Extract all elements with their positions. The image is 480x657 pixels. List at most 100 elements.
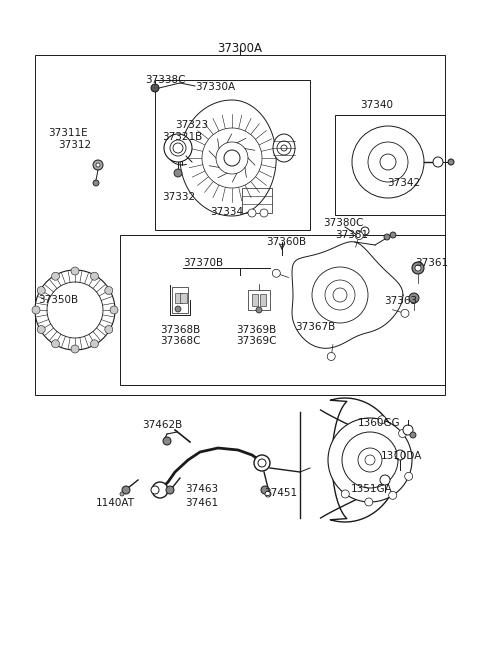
Ellipse shape: [170, 140, 186, 156]
Text: 37350B: 37350B: [38, 295, 78, 305]
Circle shape: [395, 450, 405, 460]
Circle shape: [91, 272, 98, 281]
Bar: [248, 290, 270, 310]
Circle shape: [281, 145, 287, 151]
Circle shape: [409, 293, 419, 303]
Circle shape: [328, 418, 412, 502]
Bar: [260, 294, 266, 306]
Text: 37361: 37361: [415, 258, 448, 268]
Circle shape: [91, 340, 98, 348]
Circle shape: [378, 416, 386, 424]
Text: 37381: 37381: [335, 230, 368, 240]
Text: 37340: 37340: [360, 100, 393, 110]
Text: 37311E: 37311E: [48, 128, 88, 138]
Circle shape: [265, 491, 271, 497]
Circle shape: [152, 482, 168, 498]
Bar: [335, 115, 445, 215]
Circle shape: [110, 306, 118, 314]
Text: 37300A: 37300A: [217, 42, 263, 55]
Circle shape: [175, 306, 181, 312]
Text: 37451: 37451: [264, 488, 297, 498]
Circle shape: [327, 353, 335, 361]
Circle shape: [380, 154, 396, 170]
Bar: [120, 235, 445, 385]
Circle shape: [93, 180, 99, 186]
Bar: [252, 294, 258, 306]
Text: 37363: 37363: [384, 296, 417, 306]
Text: 37368C: 37368C: [160, 336, 201, 346]
Circle shape: [448, 159, 454, 165]
Circle shape: [254, 455, 270, 471]
Text: 37461: 37461: [185, 498, 218, 508]
Bar: [242, 188, 272, 213]
Circle shape: [35, 270, 115, 350]
Circle shape: [365, 498, 373, 506]
Text: 37323: 37323: [175, 120, 208, 130]
Circle shape: [260, 209, 268, 217]
Circle shape: [358, 448, 382, 472]
Circle shape: [390, 232, 396, 238]
Circle shape: [410, 432, 416, 438]
Text: 37360B: 37360B: [266, 237, 306, 247]
Text: 37369B: 37369B: [236, 325, 276, 335]
Circle shape: [272, 269, 280, 277]
Circle shape: [342, 432, 398, 488]
Text: 37463: 37463: [185, 484, 218, 494]
Circle shape: [380, 475, 390, 485]
Circle shape: [325, 280, 355, 310]
Text: 37338C: 37338C: [145, 75, 185, 85]
Circle shape: [412, 262, 424, 274]
Circle shape: [361, 227, 369, 235]
Circle shape: [415, 265, 421, 271]
Circle shape: [122, 486, 130, 494]
Text: 37368B: 37368B: [160, 325, 200, 335]
Ellipse shape: [164, 134, 192, 162]
Circle shape: [120, 492, 124, 496]
Circle shape: [166, 486, 174, 494]
Circle shape: [312, 267, 368, 323]
Text: 37380C: 37380C: [323, 218, 363, 228]
Text: 1310DA: 1310DA: [381, 451, 422, 461]
Text: 37462B: 37462B: [142, 420, 182, 430]
Circle shape: [224, 150, 240, 166]
Circle shape: [202, 128, 262, 188]
Circle shape: [256, 307, 262, 313]
Circle shape: [398, 430, 407, 438]
Circle shape: [277, 141, 291, 155]
Circle shape: [47, 282, 103, 338]
Bar: [35, 55, 445, 395]
Text: 37330A: 37330A: [195, 82, 235, 92]
Bar: [175, 293, 182, 303]
Circle shape: [368, 142, 408, 182]
Circle shape: [405, 472, 413, 480]
Circle shape: [105, 286, 113, 294]
Circle shape: [37, 286, 45, 294]
Circle shape: [401, 309, 409, 317]
Text: 37312: 37312: [58, 140, 91, 150]
Circle shape: [71, 345, 79, 353]
Circle shape: [32, 306, 40, 314]
Text: 37367B: 37367B: [295, 322, 335, 332]
Circle shape: [151, 84, 159, 92]
Circle shape: [261, 486, 269, 494]
Circle shape: [71, 267, 79, 275]
Circle shape: [51, 340, 60, 348]
Circle shape: [37, 325, 45, 334]
Circle shape: [96, 163, 100, 167]
Circle shape: [173, 143, 183, 153]
Circle shape: [105, 325, 113, 334]
Circle shape: [352, 126, 424, 198]
Circle shape: [433, 157, 443, 167]
Circle shape: [258, 459, 266, 467]
Text: 1351GA: 1351GA: [351, 484, 393, 494]
Circle shape: [341, 490, 349, 498]
Circle shape: [163, 437, 171, 445]
Circle shape: [179, 148, 189, 158]
Text: 1360GG: 1360GG: [358, 418, 401, 428]
Text: 1140AT: 1140AT: [96, 498, 135, 508]
Bar: [180, 293, 187, 303]
Ellipse shape: [273, 134, 295, 162]
Circle shape: [216, 142, 248, 174]
Bar: [172, 287, 188, 313]
Text: 37369C: 37369C: [236, 336, 276, 346]
